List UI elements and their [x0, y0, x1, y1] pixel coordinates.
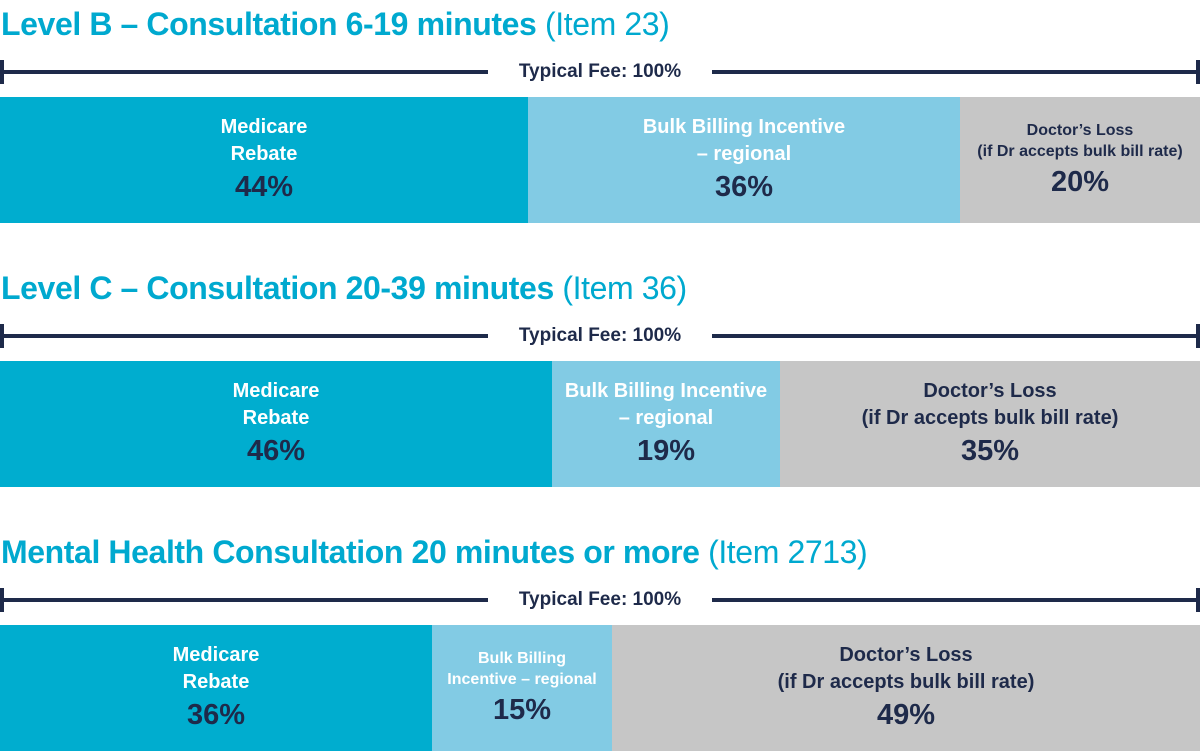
segment-value-label: 19%: [636, 435, 696, 468]
typical-fee-indicator: Typical Fee: 100%: [0, 588, 1200, 612]
stacked-bar: Medicare Rebate 44% Bulk Billing Incentive –…: [0, 97, 1200, 223]
segment-label: Bulk Billing Incentive – regional: [565, 378, 767, 431]
segment-label-line: (if Dr accepts bulk bill rate): [861, 406, 1119, 429]
chart-item-ref: (Item 36): [562, 270, 687, 306]
fee-line-left: [0, 70, 488, 74]
segment-label-line: Medicare: [232, 380, 320, 403]
fee-tick-left: [0, 60, 4, 84]
segment-label: Doctor’s Loss (if Dr accepts bulk bill ra…: [778, 642, 1035, 695]
segment-label-line: Incentive – regional: [447, 670, 597, 688]
typical-fee-label: Typical Fee: 100%: [518, 589, 682, 610]
segment-label-line: Rebate: [182, 670, 250, 693]
chart-item-ref: (Item 2713): [708, 534, 868, 570]
chart-title: Mental Health Consultation 20 minutes or…: [1, 528, 868, 576]
segment-value-label: 49%: [876, 699, 936, 732]
typical-fee-label: Typical Fee: 100%: [518, 325, 682, 346]
fee-line-right: [712, 334, 1200, 338]
fee-line-left: [0, 334, 488, 338]
fee-tick-right: [1196, 60, 1200, 84]
segment-label: Medicare Rebate: [233, 378, 320, 431]
bar-segment-incentive: Bulk Billing Incentive – regional 36%: [528, 97, 960, 223]
bar-segment-medicare: Medicare Rebate 46%: [0, 361, 552, 487]
segment-label: Bulk Billing Incentive – regional: [643, 114, 845, 167]
chart-level-b: Level B – Consultation 6-19 minutes (Ite…: [0, 0, 1200, 224]
segment-label: Medicare Rebate: [173, 642, 260, 695]
fee-line-right: [712, 598, 1200, 602]
segment-label-line: – regional: [696, 142, 792, 165]
bar-segment-incentive: Bulk Billing Incentive – regional 19%: [552, 361, 780, 487]
fee-tick-right: [1196, 588, 1200, 612]
segment-label: Bulk Billing Incentive – regional: [447, 648, 596, 690]
segment-value-label: 15%: [492, 693, 552, 726]
segment-value-label: 44%: [234, 171, 294, 204]
segment-label-line: Rebate: [230, 142, 298, 165]
chart-title: Level C – Consultation 20-39 minutes (It…: [1, 264, 687, 312]
bar-segment-medicare: Medicare Rebate 36%: [0, 625, 432, 751]
segment-label: Medicare Rebate: [221, 114, 308, 167]
segment-label-line: Bulk Billing: [477, 649, 566, 667]
typical-fee-indicator: Typical Fee: 100%: [0, 324, 1200, 348]
stacked-bar: Medicare Rebate 46% Bulk Billing Incentive –…: [0, 361, 1200, 487]
segment-label-line: Bulk Billing Incentive: [564, 380, 768, 403]
bar-segment-incentive: Bulk Billing Incentive – regional 15%: [432, 625, 612, 751]
fee-tick-right: [1196, 324, 1200, 348]
bar-segment-loss: Doctor’s Loss (if Dr accepts bulk bill ra…: [960, 97, 1200, 223]
segment-label: Doctor’s Loss (if Dr accepts bulk bill ra…: [862, 378, 1119, 431]
segment-label-line: – regional: [618, 406, 714, 429]
segment-label-line: Doctor’s Loss: [1026, 121, 1134, 139]
segment-label-line: Medicare: [172, 644, 260, 667]
fee-tick-left: [0, 324, 4, 348]
segment-label-line: (if Dr accepts bulk bill rate): [777, 670, 1035, 693]
segment-label-line: (if Dr accepts bulk bill rate): [977, 142, 1183, 160]
typical-fee-indicator: Typical Fee: 100%: [0, 60, 1200, 84]
fee-line-right: [712, 70, 1200, 74]
bar-segment-loss: Doctor’s Loss (if Dr accepts bulk bill ra…: [612, 625, 1200, 751]
chart-title-text: Level C – Consultation 20-39 minutes: [1, 270, 554, 306]
typical-fee-label: Typical Fee: 100%: [518, 61, 682, 82]
segment-label-line: Medicare: [220, 116, 308, 139]
chart-title-text: Mental Health Consultation 20 minutes or…: [1, 534, 700, 570]
bar-segment-loss: Doctor’s Loss (if Dr accepts bulk bill ra…: [780, 361, 1200, 487]
fee-tick-left: [0, 588, 4, 612]
chart-item-ref: (Item 23): [544, 6, 670, 42]
chart-level-c: Level C – Consultation 20-39 minutes (It…: [0, 264, 1200, 488]
segment-label-line: Doctor’s Loss: [839, 644, 973, 667]
segment-label: Doctor’s Loss (if Dr accepts bulk bill ra…: [977, 120, 1182, 162]
bar-segment-medicare: Medicare Rebate 44%: [0, 97, 528, 223]
stacked-bar: Medicare Rebate 36% Bulk Billing Incentive –…: [0, 625, 1200, 751]
segment-value-label: 46%: [246, 435, 306, 468]
segment-value-label: 20%: [1050, 165, 1110, 198]
segment-value-label: 35%: [960, 435, 1020, 468]
segment-value-label: 36%: [186, 699, 246, 732]
segment-label-line: Bulk Billing Incentive: [642, 116, 846, 139]
segment-value-label: 36%: [714, 171, 774, 204]
chart-mental-health: Mental Health Consultation 20 minutes or…: [0, 528, 1200, 752]
segment-label-line: Doctor’s Loss: [923, 380, 1057, 403]
chart-title: Level B – Consultation 6-19 minutes (Ite…: [1, 0, 670, 48]
chart-title-text: Level B – Consultation 6-19 minutes: [1, 6, 537, 42]
fee-line-left: [0, 598, 488, 602]
segment-label-line: Rebate: [242, 406, 310, 429]
